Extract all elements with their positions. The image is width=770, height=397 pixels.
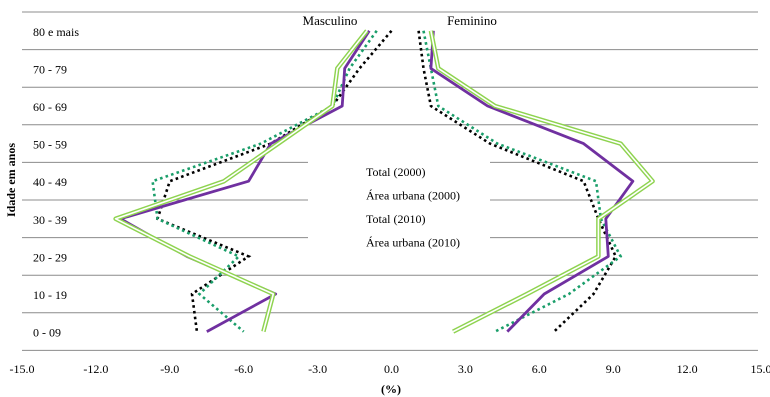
y-category-label: 30 - 39 bbox=[33, 213, 67, 227]
x-tick-label: 15.0 bbox=[751, 362, 770, 376]
series-line-male-rea-urbana-2010-inner bbox=[114, 30, 368, 332]
y-category-label: 40 - 49 bbox=[33, 175, 67, 189]
y-category-label: 0 - 09 bbox=[33, 326, 61, 340]
legend-background bbox=[308, 160, 490, 256]
series-lines bbox=[113, 29, 655, 334]
legend: Total (2000) Área urbana (2000) Total (201… bbox=[308, 160, 490, 256]
y-category-label: 10 - 19 bbox=[33, 288, 67, 302]
x-tick-label: 6.0 bbox=[532, 362, 547, 376]
x-tick-label: -3.0 bbox=[308, 362, 327, 376]
x-tick-label: -15.0 bbox=[10, 362, 35, 376]
legend-label: Área urbana (2010) bbox=[366, 236, 460, 250]
x-tick-label: -9.0 bbox=[160, 362, 179, 376]
y-axis-ticks: 80 e mais 70 - 79 60 - 69 50 - 59 40 - 49 30 … bbox=[33, 25, 79, 340]
x-tick-label: 0.0 bbox=[384, 362, 399, 376]
legend-label: Total (2010) bbox=[366, 212, 425, 226]
y-category-label: 50 - 59 bbox=[33, 138, 67, 152]
x-tick-label: -6.0 bbox=[234, 362, 253, 376]
legend-label: Área urbana (2000) bbox=[366, 189, 460, 203]
feminino-label: Feminino bbox=[447, 13, 497, 28]
y-axis-title: Idade em anos bbox=[4, 143, 18, 217]
y-category-label: 20 - 29 bbox=[33, 250, 67, 264]
y-category-label: 80 e mais bbox=[33, 25, 79, 39]
x-tick-label: 9.0 bbox=[606, 362, 621, 376]
series-line-female-rea-urbana-2010-inner bbox=[430, 30, 654, 333]
x-tick-label: 3.0 bbox=[458, 362, 473, 376]
masculino-label: Masculino bbox=[303, 13, 358, 28]
x-axis-title: (%) bbox=[381, 382, 401, 396]
series-line-female-total-2010 bbox=[429, 30, 635, 333]
legend-label: Total (2000) bbox=[366, 165, 425, 179]
x-tick-label: -12.0 bbox=[83, 362, 108, 376]
y-category-label: 60 - 69 bbox=[33, 100, 67, 114]
x-tick-label: 12.0 bbox=[677, 362, 698, 376]
y-category-label: 70 - 79 bbox=[33, 62, 67, 76]
x-axis-ticks: -15.0 -12.0 -9.0 -6.0 -3.0 0.0 3.0 6.0 9.0 12.0 15… bbox=[10, 362, 770, 376]
